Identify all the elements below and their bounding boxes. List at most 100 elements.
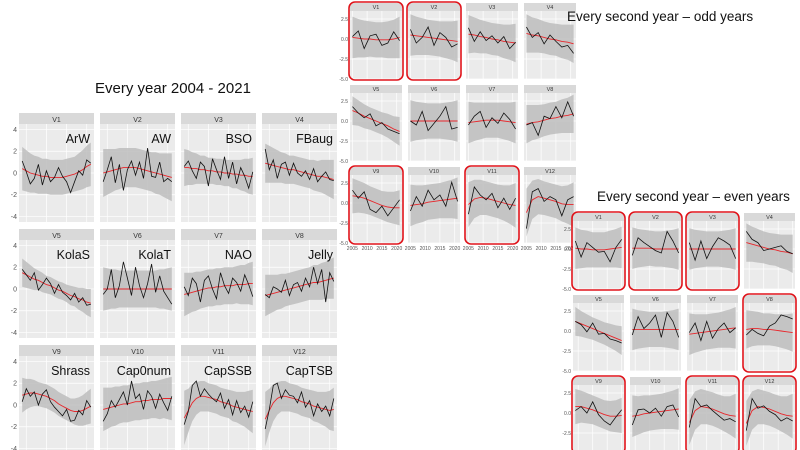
facet-strip-label: V1 (373, 5, 380, 11)
y-tick-label: 4 (13, 243, 17, 250)
highlight-frame (628, 211, 683, 291)
highlight-frame (742, 375, 797, 450)
trend-line (410, 197, 458, 206)
x-tick-label: 2015 (550, 246, 561, 252)
facet-panel: V6 KolaT (100, 229, 175, 338)
facet-panel: V11CapSSB2005201020152020 (181, 345, 256, 450)
facet-strip-label: V7 (709, 297, 716, 303)
facet-strip-label: V10 (651, 379, 661, 385)
odd-years-title: Every second year – odd years (567, 9, 754, 24)
trend-line (526, 32, 574, 45)
facet-strip-label: V2 (431, 5, 438, 11)
every-year-facet-grid: V1 ArW -4 -2 0 2 4 V2 AW V3 BSO V4 FBaug V5 KolaS -4 -2 0… (11, 113, 337, 450)
facet-strip (524, 3, 576, 11)
facet-panel: V2 (406, 1, 462, 81)
facet-panel: V8 Jelly (262, 229, 337, 338)
variable-label: Shrass (51, 364, 90, 378)
trend-line (183, 395, 253, 419)
facet-strip (630, 377, 681, 385)
facet-strip (262, 113, 337, 124)
facet-strip (100, 113, 175, 124)
every-year-title: Every year 2004 - 2021 (95, 80, 251, 97)
y-tick-label: -2.5 (562, 267, 571, 273)
trend-line (184, 167, 253, 177)
trend-line (632, 247, 679, 250)
x-tick-label: 2010 (420, 246, 431, 252)
y-tick-label: -5.0 (339, 159, 348, 165)
facet-strip (744, 295, 795, 303)
facet-strip (19, 345, 94, 356)
observed-series-line (688, 397, 736, 428)
facet-strip (100, 345, 175, 356)
variable-label: NAO (225, 248, 252, 262)
observed-series-line (410, 180, 458, 212)
facet-panel: V2 (628, 211, 683, 291)
facet-strip (350, 3, 402, 11)
facet-strip (466, 3, 518, 11)
facet-strip-label: V12 (765, 379, 775, 385)
x-tick-label: 2020 (391, 246, 402, 252)
facet-strip (466, 167, 518, 175)
facet-panel: V1 -5.0 -2.5 0.0 2.5 (562, 211, 626, 293)
variable-label: ArW (66, 132, 91, 146)
observed-series-line (688, 320, 736, 342)
observed-series-line (468, 110, 516, 130)
y-tick-label: 2 (13, 265, 17, 272)
observed-series-line (631, 404, 680, 426)
trend-line (352, 36, 400, 41)
even-years-title: Every second year – even years (597, 189, 790, 204)
facet-strip (350, 167, 402, 175)
trend-line (688, 406, 736, 423)
facet-strip (466, 85, 518, 93)
variable-label: CapSSB (204, 364, 252, 378)
facet-strip (687, 213, 738, 221)
facet-strip (630, 295, 681, 303)
facet-strip-label: V7 (489, 87, 496, 93)
x-tick-label: 2005 (405, 246, 416, 252)
confidence-band (575, 389, 622, 433)
confidence-band (526, 179, 574, 237)
facet-strip-label: V9 (595, 379, 602, 385)
facet-strip-label: V3 (709, 215, 716, 221)
facet-strip-label: V4 (547, 5, 554, 11)
trend-line (468, 33, 516, 44)
facet-strip (687, 295, 738, 303)
observed-series-line (21, 387, 92, 422)
facet-panel: V1 ArW -4 -2 0 2 4 (11, 113, 94, 222)
y-tick-label: -5.0 (339, 241, 348, 247)
facet-panel: V7 NAO (181, 229, 256, 338)
facet-panel: V10Cap0num2005201020152020 (100, 345, 175, 450)
observed-series-line (574, 239, 623, 263)
y-tick-label: -2 (11, 192, 17, 199)
confidence-band (575, 226, 622, 269)
facet-strip (181, 229, 256, 240)
facet-strip (262, 345, 337, 356)
facet-strip (408, 85, 460, 93)
observed-series-line (352, 189, 400, 217)
y-tick-label: 2.5 (564, 309, 571, 315)
confidence-band (746, 389, 793, 446)
trend-line (265, 162, 334, 180)
facet-strip-label: V5 (595, 297, 602, 303)
trend-line (468, 196, 516, 206)
facet-panel: V6 (408, 85, 460, 162)
highlight-frame (348, 165, 404, 245)
x-tick-label: 2015 (376, 246, 387, 252)
observed-series-line (410, 105, 458, 132)
y-tick-label: -5.0 (339, 77, 348, 83)
observed-series-line (183, 156, 254, 190)
variable-label: AW (151, 132, 171, 146)
x-tick-label: 2005 (347, 246, 358, 252)
confidence-band (352, 178, 400, 226)
facet-strip-label: V8 (766, 297, 773, 303)
observed-series-line (468, 27, 516, 50)
facet-strip (181, 345, 256, 356)
facet-strip-label: V9 (52, 349, 61, 356)
observed-series-line (21, 269, 91, 306)
confidence-band (184, 381, 253, 446)
